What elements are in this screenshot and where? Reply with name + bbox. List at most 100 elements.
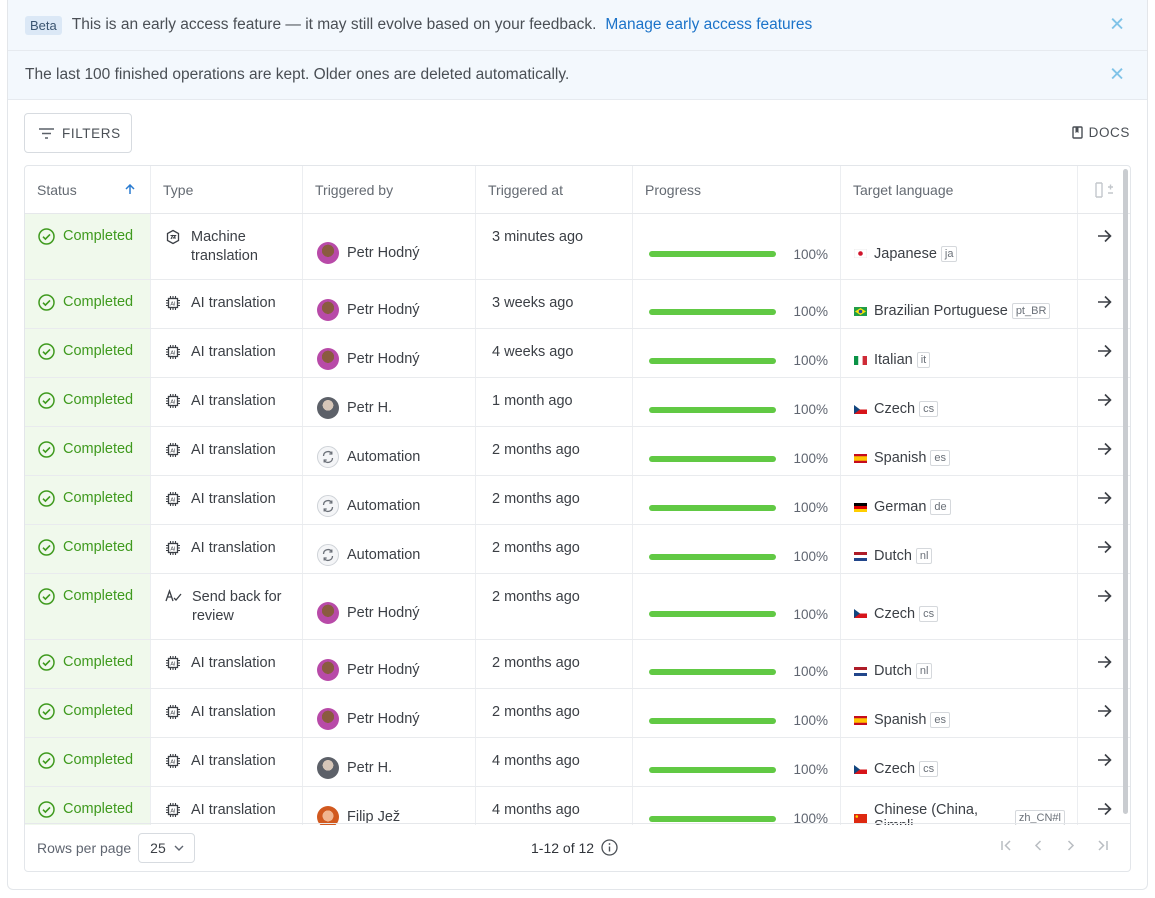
last-page-icon[interactable]	[1097, 840, 1108, 851]
type-cell: AI AI translation	[151, 525, 303, 573]
filter-icon	[39, 127, 54, 139]
column-header-progress[interactable]: Progress	[633, 166, 841, 213]
status-label: Completed	[63, 490, 134, 506]
table-row[interactable]: Completed Machine translation Petr Hodný 3 …	[25, 214, 1130, 280]
open-details-button[interactable]	[1078, 525, 1130, 573]
previous-page-icon[interactable]	[1033, 840, 1044, 851]
info-banner: The last 100 finished operations are kep…	[8, 51, 1147, 100]
target-language-cell: Italian it	[841, 329, 1078, 377]
arrow-right-icon	[1097, 753, 1112, 786]
table-row[interactable]: Completed Send back for review Petr Hodný 2…	[25, 574, 1130, 640]
triggered-by-cell: Automation	[303, 525, 476, 573]
target-language-cell: Brazilian Portuguese pt_BR	[841, 280, 1078, 328]
column-header-type[interactable]: Type	[151, 166, 303, 213]
column-header-target-language[interactable]: Target language	[841, 166, 1078, 213]
open-details-button[interactable]	[1078, 280, 1130, 328]
triggered-by-cell: Petr Hodný	[303, 640, 476, 688]
status-cell: Completed	[25, 574, 151, 639]
triggered-at-cell: 2 months ago	[476, 476, 633, 524]
language-code: nl	[915, 548, 933, 564]
table-row[interactable]: Completed AI AI translation Filip Jež 4 mont…	[25, 787, 1130, 825]
filters-button[interactable]: FILTERS	[24, 113, 132, 153]
open-details-button[interactable]	[1078, 329, 1130, 377]
triggered-at-cell: 3 weeks ago	[476, 280, 633, 328]
language-code: es	[930, 450, 951, 466]
triggered-at-cell: 4 months ago	[476, 787, 633, 825]
check-circle-icon	[38, 392, 55, 409]
first-page-icon[interactable]	[1001, 840, 1012, 851]
status-label: Completed	[63, 703, 134, 719]
type-label: AI translation	[191, 655, 276, 671]
arrow-right-icon	[1097, 442, 1112, 475]
language-name: Czech	[874, 605, 916, 622]
table-row[interactable]: Completed AI AI translation Petr Hodný 2 mon…	[25, 640, 1130, 689]
rows-per-page-select[interactable]: 25	[138, 832, 196, 863]
svg-text:AI: AI	[170, 546, 176, 552]
status-cell: Completed	[25, 738, 151, 786]
type-label: AI translation	[191, 753, 276, 769]
progress-cell: 100%	[633, 427, 841, 475]
avatar	[317, 299, 339, 321]
open-details-button[interactable]	[1078, 378, 1130, 426]
toolbar: FILTERS DOCS	[8, 100, 1147, 164]
open-details-button[interactable]	[1078, 427, 1130, 475]
column-settings-icon[interactable]	[1078, 166, 1130, 213]
close-icon[interactable]: ✕	[1109, 14, 1125, 36]
open-details-button[interactable]	[1078, 574, 1130, 639]
close-icon[interactable]: ✕	[1109, 64, 1125, 86]
triggered-by-cell: Petr H.	[303, 378, 476, 426]
status-label: Completed	[63, 588, 134, 604]
table-row[interactable]: Completed AI AI translation Petr Hodný 2 mon…	[25, 689, 1130, 738]
triggered-at-cell: 2 months ago	[476, 427, 633, 475]
next-page-icon[interactable]	[1065, 840, 1076, 851]
status-cell: Completed	[25, 787, 151, 825]
target-language-cell: Czech cs	[841, 738, 1078, 786]
open-details-button[interactable]	[1078, 787, 1130, 825]
open-details-button[interactable]	[1078, 640, 1130, 688]
open-details-button[interactable]	[1078, 476, 1130, 524]
column-header-status[interactable]: Status	[25, 166, 151, 213]
arrow-right-icon	[1097, 344, 1112, 377]
column-header-triggered-by[interactable]: Triggered by	[303, 166, 476, 213]
user-name: Automation	[347, 449, 421, 465]
flag-jp-icon	[854, 249, 874, 258]
arrow-right-icon	[1097, 655, 1112, 688]
status-label: Completed	[63, 343, 134, 359]
info-icon[interactable]	[601, 839, 618, 856]
language-name: Japanese	[874, 245, 937, 262]
triggered-at-cell: 4 months ago	[476, 738, 633, 786]
table-row[interactable]: Completed AI AI translation Petr H. 1 month …	[25, 378, 1130, 427]
status-cell: Completed	[25, 640, 151, 688]
open-details-button[interactable]	[1078, 214, 1130, 279]
triggered-at-cell: 1 month ago	[476, 378, 633, 426]
table-row[interactable]: Completed AI AI translation Automation 2 mon…	[25, 525, 1130, 574]
target-language-cell: German de	[841, 476, 1078, 524]
triggered-by-cell: Petr Hodný	[303, 329, 476, 377]
column-header-triggered-at[interactable]: Triggered at	[476, 166, 633, 213]
table-row[interactable]: Completed AI AI translation Petr Hodný 3 wee…	[25, 280, 1130, 329]
open-details-button[interactable]	[1078, 738, 1130, 786]
table-row[interactable]: Completed AI AI translation Automation 2 mon…	[25, 476, 1130, 525]
table-row[interactable]: Completed AI AI translation Petr H. 4 months…	[25, 738, 1130, 787]
manage-early-access-link[interactable]: Manage early access features	[605, 16, 813, 33]
user-name: Petr Hodný	[347, 604, 420, 621]
automation-icon	[317, 495, 339, 517]
ai-chip-icon: AI	[165, 295, 181, 311]
progress-bar	[649, 668, 776, 675]
table-row[interactable]: Completed AI AI translation Petr Hodný 4 wee…	[25, 329, 1130, 378]
docs-button[interactable]: DOCS	[1071, 125, 1130, 140]
sort-ascending-icon[interactable]	[125, 184, 135, 195]
triggered-by-cell: Petr H.	[303, 738, 476, 786]
target-language-cell: Dutch nl	[841, 640, 1078, 688]
progress-bar	[649, 406, 776, 413]
table-body: Completed Machine translation Petr Hodný 3 …	[25, 214, 1130, 825]
table-row[interactable]: Completed AI AI translation Automation 2 mon…	[25, 427, 1130, 476]
progress-percent: 100%	[793, 664, 828, 679]
open-details-button[interactable]	[1078, 689, 1130, 737]
check-circle-icon	[38, 490, 55, 507]
target-language-cell: Chinese (China, Simpli… zh_CN#l	[841, 787, 1078, 825]
scrollbar[interactable]	[1123, 169, 1128, 814]
flag-nl-icon	[854, 666, 874, 676]
type-cell: AI AI translation	[151, 280, 303, 328]
progress-cell: 100%	[633, 378, 841, 426]
